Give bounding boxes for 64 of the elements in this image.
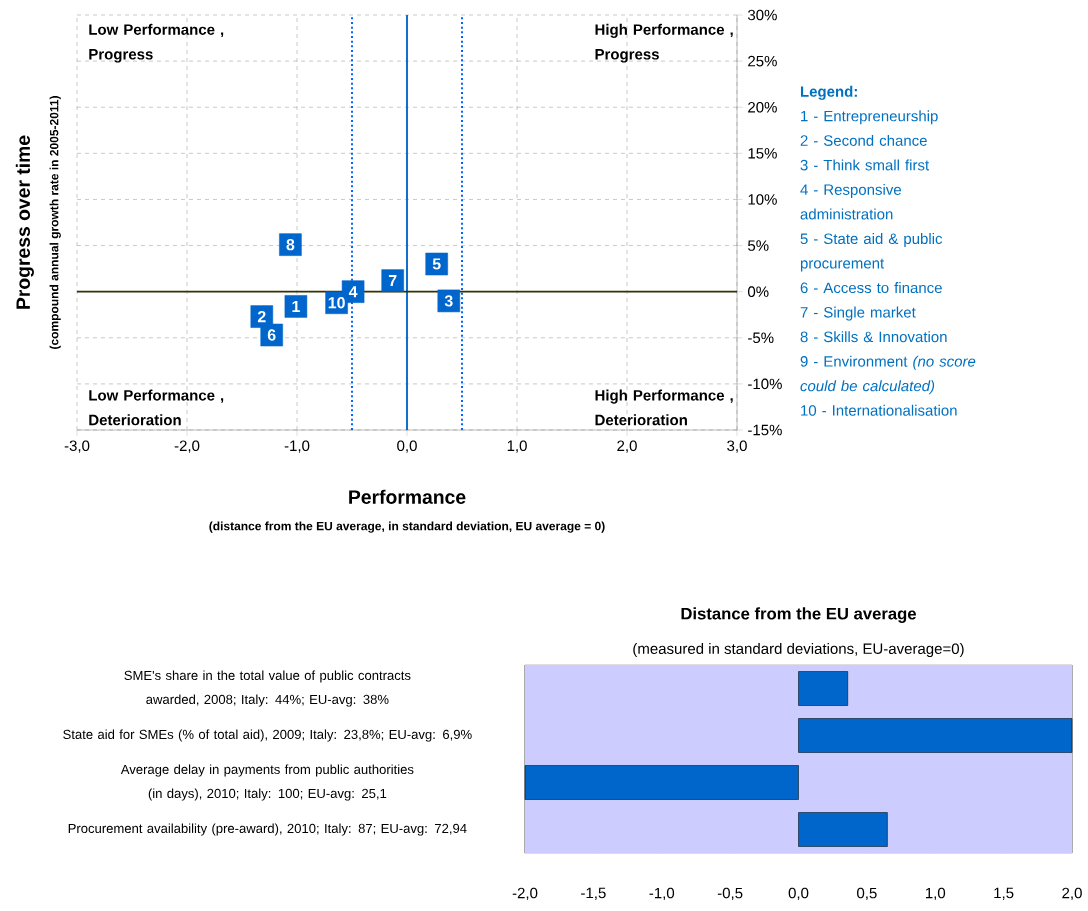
annotation: Low Performance , Deterioration xyxy=(89,389,224,426)
text: (compound annual growth rate in 2005-2011) xyxy=(49,96,61,349)
text: Legend: xyxy=(800,85,857,100)
x-tick-label: 1,5 xyxy=(994,887,1014,900)
text: 6 - Access to finance xyxy=(800,282,942,294)
y-axis-title: Progress over time xyxy=(15,135,34,309)
y-tick-label: 5% xyxy=(748,240,769,251)
annotation: 8 xyxy=(286,238,295,251)
annotation: 5 xyxy=(432,258,441,270)
y-tick-label: SME's share in the total value of public contracts awarded, 2008; Italy: 44%; EU-avg: 38% xyxy=(124,670,411,707)
text: 8 - Skills & Innovation xyxy=(800,331,947,343)
y-tick-label: 25% xyxy=(748,55,777,67)
annotation: 6 xyxy=(267,329,276,341)
y-tick-label: Procurement availability (pre-award), 2010; Italy: 87; EU-avg: 72,94 xyxy=(68,823,467,836)
annotation: High Performance , Deterioration xyxy=(595,389,733,426)
x-tick-label: 2,0 xyxy=(617,440,637,453)
annotation: 10 xyxy=(328,297,345,309)
text: 1 - Entrepreneurship xyxy=(801,110,938,125)
annotation: 1 xyxy=(292,300,300,312)
x-tick-label: 0,0 xyxy=(788,887,809,901)
chart-title: Distance from the EU average xyxy=(681,607,916,623)
bar xyxy=(798,718,1073,753)
annotation: 2 xyxy=(257,311,266,323)
x-tick-label: -2,0 xyxy=(174,440,200,453)
text: 3 - Think small first xyxy=(800,159,930,171)
x-tick-label: 0,5 xyxy=(857,887,877,901)
x-tick-label: 1,0 xyxy=(507,440,527,453)
x-tick-label: -2,0 xyxy=(512,887,538,901)
x-tick-label: -1,0 xyxy=(284,440,310,453)
y-tick-label: -10% xyxy=(748,378,782,390)
annotation: 7 xyxy=(388,275,397,287)
chart-subtitle: (measured in standard deviations, EU-average=0) xyxy=(633,642,964,657)
bar xyxy=(524,765,799,800)
annotation: 3 xyxy=(444,295,453,307)
x-tick-label: -1,5 xyxy=(581,887,606,900)
text: 7 - Single market xyxy=(800,306,916,321)
x-tick-label: -3,0 xyxy=(64,440,90,453)
x-tick-label: -1,0 xyxy=(649,887,675,901)
text: 9 - Environment (no score could be calculated) xyxy=(800,355,976,395)
x-tick-label: 0,0 xyxy=(397,440,417,453)
annotation: High Performance , Progress xyxy=(595,23,733,63)
y-tick-label: -5% xyxy=(748,332,774,344)
text: (distance from the EU average, in standard deviation, EU average = 0) xyxy=(209,521,605,533)
y-tick-label: 0% xyxy=(747,286,769,297)
y-tick-label: State aid for SMEs (% of total aid), 2009; Italy: 23,8%; EU-avg: 6,9% xyxy=(63,729,472,742)
y-tick-label: 10% xyxy=(748,194,777,205)
annotation: Low Performance , Progress xyxy=(89,23,224,63)
x-tick-label: -0,5 xyxy=(717,887,743,901)
y-tick-label: 15% xyxy=(748,148,777,159)
annotation: 4 xyxy=(348,286,358,298)
bar xyxy=(798,671,848,706)
x-tick-label: 3,0 xyxy=(727,440,747,453)
text: 10 - Internationalisation xyxy=(801,404,957,416)
text: 2 - Second chance xyxy=(800,134,927,146)
y-tick-label: 30% xyxy=(747,9,777,21)
bar xyxy=(798,812,888,847)
x-tick-label: 2,0 xyxy=(1062,887,1082,901)
y-tick-label: -15% xyxy=(748,424,782,436)
x-axis-title: Performance xyxy=(349,489,466,504)
y-tick-label: Average delay in payments from public authorities (in days), 2010; Italy: 100; EU-avg: 25,1 xyxy=(120,764,414,801)
text: 5 - State aid & public procurement xyxy=(800,233,943,272)
x-tick-label: 1,0 xyxy=(925,887,946,901)
text: 4 - Responsive administration xyxy=(800,183,901,220)
y-tick-label: 20% xyxy=(748,101,777,113)
